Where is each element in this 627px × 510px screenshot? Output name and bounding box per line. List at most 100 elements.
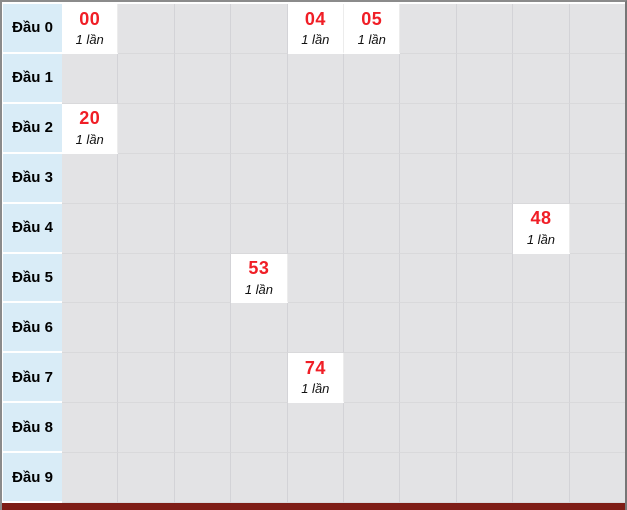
empty-cell [456, 253, 514, 304]
occurrence-count: 1 lần [75, 131, 104, 147]
empty-cell [174, 353, 232, 404]
empty-cell [344, 453, 401, 504]
bottom-accent-bar [2, 503, 625, 510]
row-label: Đầu 9 [3, 453, 62, 504]
empty-cell [118, 153, 175, 204]
table-row: Đầu 6 [3, 303, 625, 354]
empty-cell [287, 153, 345, 204]
empty-cell [62, 203, 119, 254]
occurrence-count: 1 lần [526, 231, 556, 247]
occurrence-count: 1 lần [75, 32, 104, 48]
row-label: Đầu 2 [3, 103, 62, 154]
frequency-grid: Đầu 0 00 1 lần 04 1 lần 05 1 lần Đầu 1 Đầu 2 20 1 … [3, 4, 625, 504]
number-cell: 20 1 lần [62, 103, 119, 154]
empty-cell [513, 303, 570, 354]
empty-cell [231, 453, 288, 504]
empty-cell [344, 203, 401, 254]
empty-cell [174, 403, 232, 454]
empty-cell [344, 403, 401, 454]
number-value: 05 [361, 8, 383, 29]
empty-cell [231, 353, 288, 404]
empty-cell [569, 253, 625, 304]
empty-cell [344, 303, 401, 354]
number-cell: 74 1 lần [287, 353, 345, 404]
empty-cell [400, 103, 457, 154]
empty-cell [344, 353, 401, 404]
empty-cell [62, 453, 119, 504]
row-label: Đầu 3 [3, 153, 62, 204]
empty-cell [400, 253, 457, 304]
empty-cell [456, 153, 514, 204]
empty-cell [62, 53, 119, 104]
empty-cell [569, 453, 625, 504]
empty-cell [287, 103, 345, 154]
empty-cell [513, 403, 570, 454]
empty-cell [231, 153, 288, 204]
empty-cell [513, 153, 570, 204]
row-label: Đầu 0 [3, 4, 62, 54]
empty-cell [118, 303, 175, 354]
table-row: Đầu 8 [3, 403, 625, 454]
empty-cell [118, 203, 175, 254]
empty-cell [400, 453, 457, 504]
empty-cell [513, 353, 570, 404]
empty-cell [231, 53, 288, 104]
empty-cell [456, 203, 514, 254]
table-row: Đầu 1 [3, 53, 625, 104]
number-value: 20 [79, 108, 101, 129]
occurrence-count: 1 lần [357, 32, 386, 48]
empty-cell [118, 53, 175, 104]
empty-cell [287, 253, 345, 304]
empty-cell [287, 303, 345, 354]
table-row: Đầu 0 00 1 lần 04 1 lần 05 1 lần [3, 4, 625, 54]
number-cell: 53 1 lần [231, 253, 288, 304]
empty-cell [118, 353, 175, 404]
empty-cell [569, 403, 625, 454]
empty-cell [62, 353, 119, 404]
empty-cell [400, 153, 457, 204]
empty-cell [287, 403, 345, 454]
empty-cell [569, 53, 625, 104]
empty-cell [513, 453, 570, 504]
empty-cell [287, 203, 345, 254]
empty-cell [118, 4, 175, 54]
empty-cell [174, 203, 232, 254]
empty-cell [456, 303, 514, 354]
empty-cell [231, 4, 288, 54]
empty-cell [344, 153, 401, 204]
empty-cell [287, 53, 345, 104]
row-label: Đầu 8 [3, 403, 62, 454]
number-cell: 48 1 lần [513, 203, 570, 254]
empty-cell [231, 303, 288, 354]
number-value: 53 [248, 258, 270, 279]
empty-cell [569, 353, 625, 404]
empty-cell [231, 403, 288, 454]
empty-cell [456, 403, 514, 454]
empty-cell [400, 303, 457, 354]
empty-cell [62, 403, 119, 454]
empty-cell [174, 453, 232, 504]
table-row: Đầu 3 [3, 153, 625, 204]
empty-cell [400, 403, 457, 454]
occurrence-count: 1 lần [301, 32, 330, 48]
number-cell: 05 1 lần [344, 4, 401, 54]
empty-cell [400, 203, 457, 254]
empty-cell [513, 4, 570, 54]
empty-cell [174, 253, 232, 304]
empty-cell [62, 253, 119, 304]
empty-cell [344, 103, 401, 154]
empty-cell [456, 453, 514, 504]
empty-cell [400, 353, 457, 404]
empty-cell [456, 53, 514, 104]
occurrence-count: 1 lần [244, 281, 274, 297]
occurrence-count: 1 lần [301, 381, 330, 397]
empty-cell [118, 453, 175, 504]
empty-cell [569, 153, 625, 204]
row-label: Đầu 5 [3, 253, 62, 304]
empty-cell [569, 4, 625, 54]
empty-cell [62, 153, 119, 204]
empty-cell [174, 53, 232, 104]
empty-cell [456, 4, 514, 54]
table-row: Đầu 5 53 1 lần [3, 253, 625, 304]
